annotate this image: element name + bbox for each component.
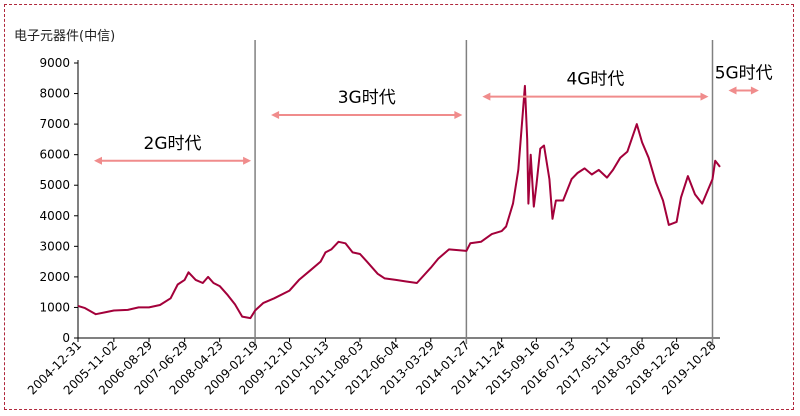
era-label: 4G时代 [566,70,624,90]
era-arrowhead-right [700,92,709,101]
era-dividers [254,40,714,344]
y-tick-label: 7000 [39,117,70,131]
y-tick-label: 5000 [39,178,70,192]
era-arrowhead-left [728,86,737,95]
y-tick-label: 9000 [39,56,70,70]
era-arrowhead-left [482,92,491,101]
era-label: 5G时代 [715,64,773,84]
y-tick-label: 6000 [39,148,70,162]
chart-frame [4,4,794,410]
era-annotations: 2G时代 3G时代 4G时代 5G时代 [94,64,773,165]
era-arrowhead-left [94,156,102,165]
y-tick-label: 2000 [39,270,70,284]
era-arrowhead-left [271,110,280,119]
y-tick-label: 0 [62,331,70,345]
era-label: 3G时代 [338,88,396,108]
series-layer [77,84,721,320]
y-tick-label: 8000 [39,87,70,101]
chart-title: 电子元器件(中信) [14,29,115,44]
era-arrowhead-right [750,86,759,95]
era-label: 2G时代 [144,134,202,154]
era-arrowhead-right [243,156,252,165]
y-tick-label: 3000 [39,239,70,253]
y-tick-label: 1000 [39,300,70,314]
era-arrowhead-right [454,110,463,119]
y-tick-label: 4000 [39,209,70,223]
series-line [77,84,721,320]
